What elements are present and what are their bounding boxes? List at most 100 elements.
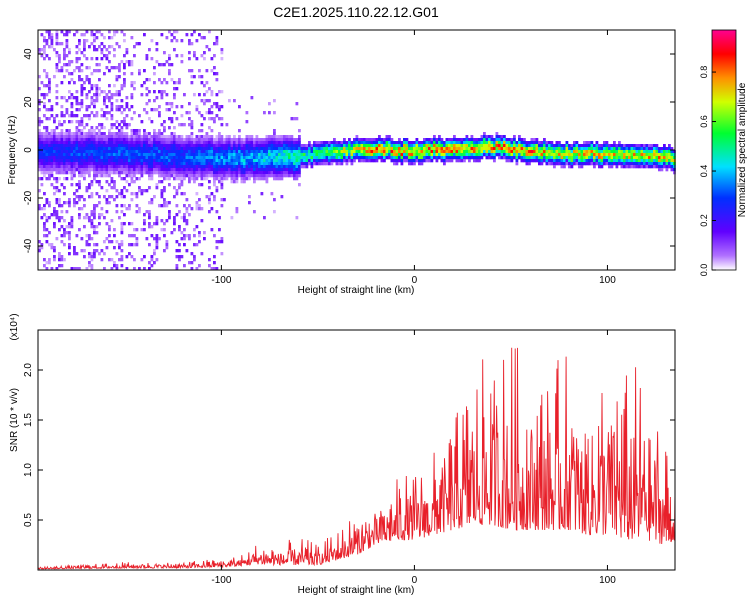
heat-cell [140, 84, 144, 88]
heat-cell [358, 144, 361, 148]
heat-cell [523, 144, 526, 148]
heat-cell [615, 162, 619, 166]
heat-cell [513, 144, 516, 148]
heat-cell [175, 255, 179, 259]
heat-cell [178, 141, 181, 145]
heat-cell [163, 135, 166, 139]
heat-cell [373, 150, 376, 154]
heat-cell [210, 135, 214, 139]
heat-cell [210, 207, 214, 211]
heat-cell [50, 138, 54, 142]
heat-cell [343, 138, 346, 142]
heat-cell [68, 144, 71, 148]
heat-cell [275, 171, 279, 175]
heat-cell [188, 51, 191, 55]
heat-cell [85, 96, 89, 100]
heat-cell [123, 165, 126, 169]
heat-cell [160, 96, 164, 100]
heat-cell [60, 96, 64, 100]
heat-cell [83, 225, 86, 229]
heat-cell [360, 141, 364, 145]
heat-cell [55, 42, 59, 46]
heat-cell [370, 147, 374, 151]
heat-cell [513, 138, 516, 142]
heat-cell [295, 165, 299, 169]
heat-cell [75, 165, 79, 169]
heat-cell [458, 141, 461, 145]
heat-cell [38, 132, 41, 136]
heat-cell [158, 168, 161, 172]
heat-cell [168, 138, 171, 142]
heat-cell [210, 129, 214, 133]
heat-cell [428, 138, 431, 142]
heat-cell [115, 204, 119, 208]
heat-cell [253, 168, 256, 172]
heat-cell [263, 138, 266, 142]
heat-cell [63, 114, 66, 118]
heat-cell [95, 96, 99, 100]
heat-cell [248, 174, 251, 178]
heat-cell [293, 156, 296, 160]
heat-cell [648, 153, 651, 157]
heat-cell [90, 42, 94, 46]
heat-cell [465, 156, 469, 160]
heat-cell [50, 156, 54, 160]
heat-cell [393, 162, 396, 166]
heat-cell [410, 150, 414, 154]
heat-cell [540, 162, 544, 166]
heat-cell [333, 159, 336, 163]
heat-cell [258, 174, 261, 178]
heat-cell [605, 147, 609, 151]
heat-cell [258, 147, 261, 151]
heat-cell [55, 177, 59, 181]
heat-cell [100, 213, 104, 217]
heat-cell [468, 159, 471, 163]
heat-cell [168, 144, 171, 148]
heat-cell [135, 159, 139, 163]
heat-cell [48, 150, 51, 154]
heat-cell [88, 78, 91, 82]
heat-cell [660, 156, 664, 160]
heat-cell [143, 132, 146, 136]
heat-cell [520, 147, 524, 151]
heat-cell [43, 147, 46, 151]
heat-cell [345, 144, 349, 148]
heat-cell [568, 147, 571, 151]
heat-cell [200, 147, 204, 151]
heat-cell [220, 162, 224, 166]
heat-cell [188, 153, 191, 157]
heat-cell [473, 153, 476, 157]
heat-cell [130, 222, 134, 226]
heat-cell [38, 51, 41, 55]
heat-cell [83, 216, 86, 220]
heat-cell [568, 162, 571, 166]
heat-cell [175, 150, 179, 154]
heat-cell [458, 153, 461, 157]
heat-cell [220, 153, 224, 157]
heat-cell [93, 213, 96, 217]
heat-cell [123, 144, 126, 148]
heat-cell [170, 39, 174, 43]
heat-cell [190, 33, 194, 37]
heat-cell [215, 174, 219, 178]
heat-cell [583, 153, 586, 157]
heat-cell [208, 48, 211, 52]
heat-cell [445, 144, 449, 148]
heat-cell [228, 99, 231, 103]
heat-cell [58, 189, 61, 193]
heat-cell [230, 216, 234, 220]
heat-cell [118, 108, 121, 112]
heat-cell [105, 237, 109, 241]
heat-cell [208, 162, 211, 166]
heat-cell [188, 102, 191, 106]
heat-cell [198, 69, 201, 73]
heat-cell [638, 162, 641, 166]
heat-cell [158, 78, 161, 82]
heat-cell [603, 141, 606, 145]
heat-cell [63, 135, 66, 139]
heat-cell [640, 165, 644, 169]
colorbar-ticks: 0.00.20.40.60.8 [699, 66, 716, 276]
heat-cell [85, 243, 89, 247]
heat-cell [595, 162, 599, 166]
heat-cell [120, 228, 124, 232]
